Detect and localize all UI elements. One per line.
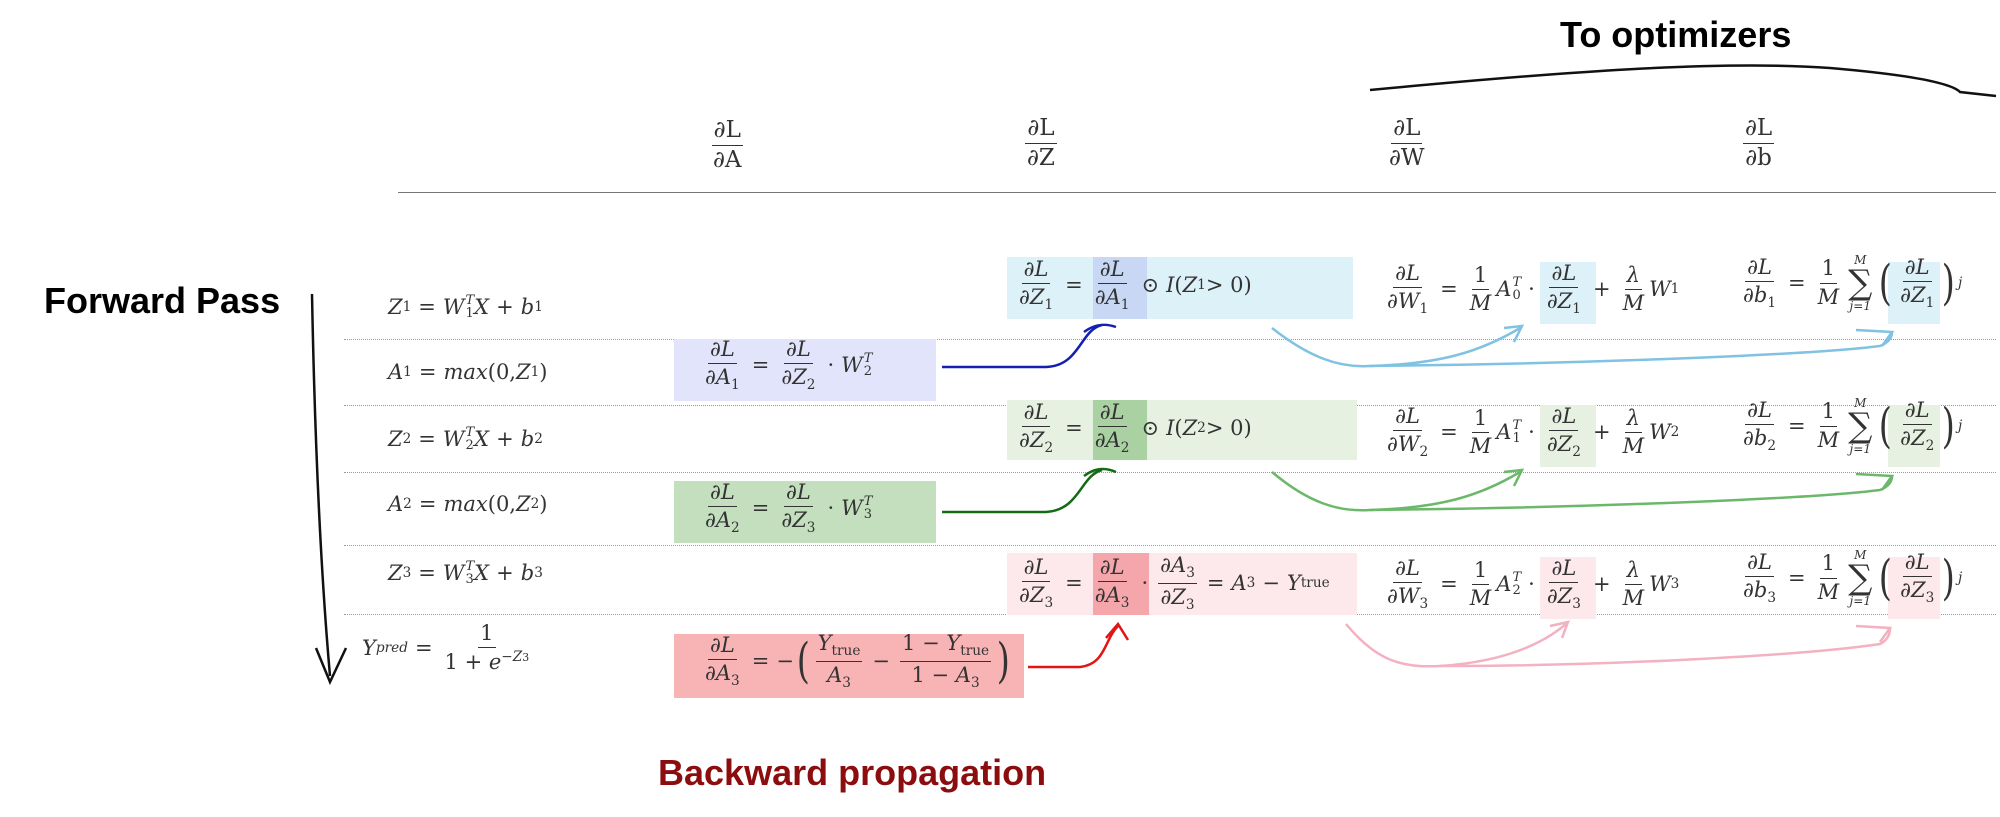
- arrowhead-db3: [1855, 624, 1893, 643]
- arrowhead-dW2: [1503, 468, 1525, 487]
- arrow-dZ3-to-db3: [1439, 627, 1892, 668]
- layer2-dW-highlight: [1540, 405, 1596, 467]
- header-dL-db: ∂L ∂b: [1743, 115, 1775, 172]
- eq-forward-A2: A 2 = max (0, Z 2): [388, 492, 548, 516]
- backward-propagation-title: Backward propagation: [658, 752, 1047, 793]
- forward-pass-arrow: [310, 293, 332, 677]
- layer3-dZ-highlight: [1007, 553, 1357, 615]
- arrow-dZ2-to-dW2: [1271, 470, 1521, 512]
- eq-forward-Z2: Z 2 = W T 2 X + b 2: [388, 425, 543, 454]
- arrowhead-dA1: [1083, 323, 1117, 334]
- header-dL-dW: ∂L ∂W: [1389, 115, 1425, 172]
- row-separator: [344, 472, 1996, 473]
- eq-forward-Z1: Z 1 = W T 1 X + b 1: [388, 293, 543, 322]
- arrow-dZ1-to-dW1: [1271, 326, 1521, 368]
- eq-dL-dA3: ∂L ∂A3 = −( Ytrue A3 − 1 − Ytrue 1 − A3 ): [705, 631, 1011, 691]
- arrow-dA2-to-dZ2: [942, 468, 1103, 514]
- eq-dL-dA2: ∂L ∂A2 = ∂L ∂Z3 · W T 3: [705, 480, 873, 536]
- forward-pass-title: Forward Pass: [44, 280, 281, 321]
- row-separator: [344, 339, 1996, 340]
- layer3-dA-inner-highlight: [1093, 553, 1149, 615]
- eq-dL-dZ1: ∂L ∂Z1 = ∂L ∂A1 ⊙ I(Z 1 > 0): [1019, 257, 1252, 313]
- eq-forward-Z3: Z 3 = W T 3 X + b 3: [388, 559, 543, 588]
- arrowhead-dA2: [1083, 467, 1117, 478]
- arrow-dA1-to-dZ1: [942, 323, 1103, 369]
- forward-pass-arrowhead: [314, 647, 348, 686]
- layer3-dA-highlight: [674, 634, 1024, 698]
- header-dL-dZ: ∂L ∂Z: [1025, 115, 1057, 172]
- layer3-db-highlight: [1888, 557, 1940, 619]
- layer1-dZ-highlight: [1007, 257, 1353, 319]
- layer1-dA-highlight: [674, 339, 936, 401]
- arrow-dZ1-to-db1: [1369, 331, 1894, 368]
- eq-dL-dZ2: ∂L ∂Z2 = ∂L ∂A2 ⊙ I(Z 2 > 0): [1019, 400, 1252, 456]
- layer2-dA-inner-highlight: [1093, 400, 1147, 460]
- arrowhead-dA3: [1105, 621, 1130, 641]
- eq-forward-A1: A 1 = max (0, Z 1): [388, 360, 548, 384]
- arrowhead-dW3: [1549, 620, 1570, 639]
- to-optimizers-title: To optimizers: [1560, 14, 1792, 55]
- row-separator: [344, 545, 1996, 546]
- layer2-dZ-highlight: [1007, 400, 1357, 460]
- layer2-db-highlight: [1888, 405, 1940, 467]
- arrowhead-db1: [1855, 328, 1895, 347]
- optimizers-bracket: [1369, 64, 1997, 98]
- arrow-dA3-to-dZ3: [1028, 625, 1119, 669]
- arrowhead-db2: [1855, 472, 1895, 491]
- arrow-dZ3-to-dW3: [1345, 623, 1567, 668]
- layer3-dW-highlight: [1540, 557, 1596, 619]
- eq-dL-dA1: ∂L ∂A1 = ∂L ∂Z2 · W T 2: [705, 337, 873, 393]
- arrow-dZ2-to-db2: [1369, 475, 1894, 512]
- layer1-dA-inner-highlight: [1093, 257, 1147, 319]
- layer1-dW-highlight: [1540, 262, 1596, 324]
- header-dL-dA: ∂L ∂A: [711, 117, 743, 174]
- arrowhead-dW1: [1503, 324, 1525, 343]
- layer2-dA-highlight: [674, 481, 936, 543]
- layer1-db-highlight: [1888, 262, 1940, 324]
- header-rule: [398, 192, 1996, 193]
